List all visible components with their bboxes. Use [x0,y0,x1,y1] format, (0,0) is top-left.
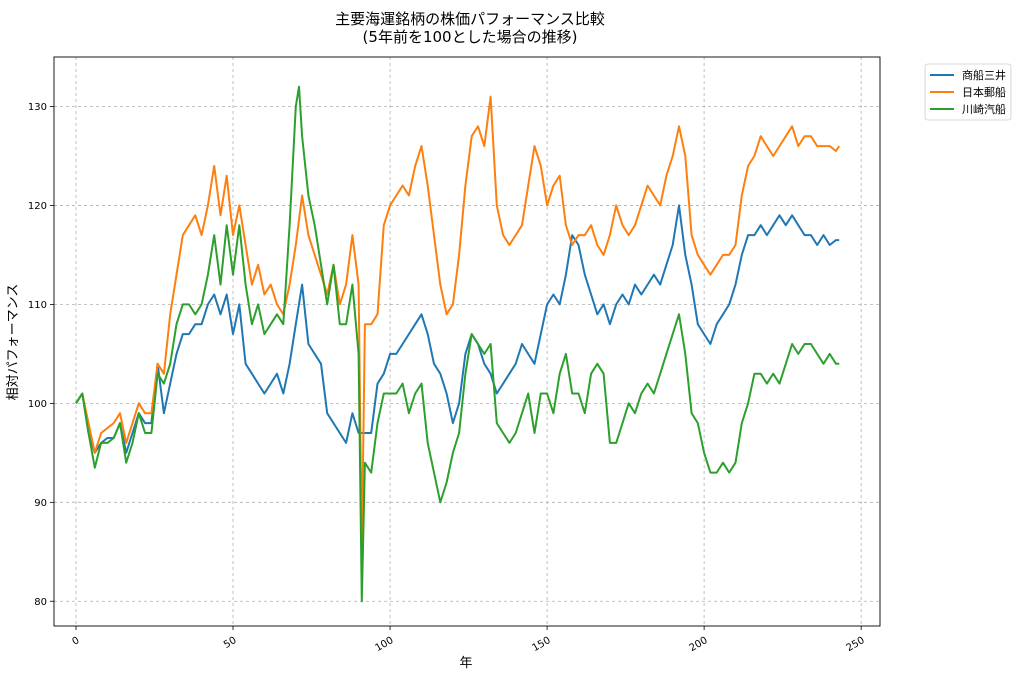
y-tick-label: 120 [28,201,47,212]
grid [54,57,880,626]
y-axis-label: 相対パフォーマンス [6,284,21,401]
y-tick-label: 100 [28,399,47,410]
y-tick-label: 90 [34,498,47,509]
chart-subtitle: (5年前を100とした場合の推移) [363,28,578,46]
y-tick-label: 130 [28,102,47,113]
x-tick-label: 0 [70,635,81,648]
legend-box [924,63,1012,121]
series-line-2 [75,85,840,603]
y-axis: 80 90 100 110 120 130 [28,102,54,608]
y-tick-label: 110 [28,300,47,311]
legend-label-0: 商船三井 [962,68,1006,82]
series-line-1 [75,95,841,553]
plot-frame [53,56,881,627]
series-line-0 [75,204,840,454]
legend-label-1: 日本郵船 [962,85,1006,99]
y-tick-label: 80 [34,597,47,608]
chart-title: 主要海運銘柄の株価パフォーマンス比較 [335,10,605,28]
series-group [75,85,841,603]
legend-label-2: 川崎汽船 [962,102,1006,116]
x-axis-label: 年 [459,656,472,671]
